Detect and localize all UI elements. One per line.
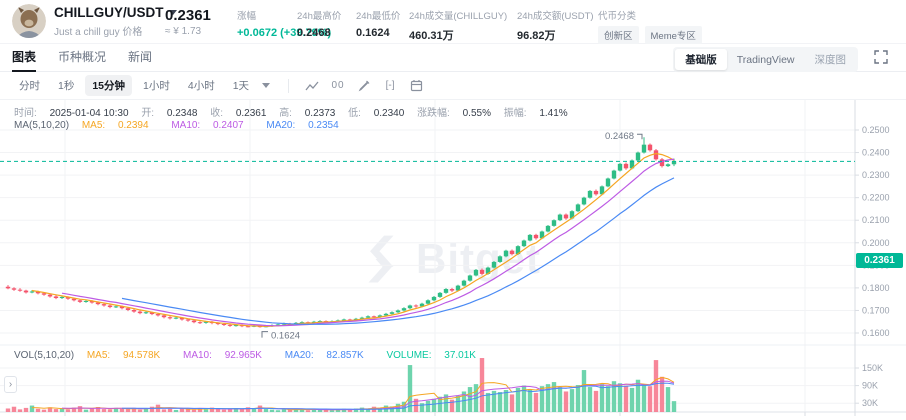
svg-text:0.1800: 0.1800: [862, 283, 890, 293]
category-tag-innovation[interactable]: 创新区: [598, 26, 639, 44]
chevron-down-icon: [168, 9, 177, 15]
pair-subtitle: Just a chill guy 价格: [54, 26, 143, 38]
interval-4h[interactable]: 4小时: [187, 80, 215, 92]
fullscreen-icon[interactable]: [874, 50, 890, 66]
token-category: 代币分类 创新区 Meme专区: [598, 8, 702, 44]
measure-icon[interactable]: [-]: [385, 80, 395, 91]
stat-change: 涨幅 +0.0672 (+39.79%): [237, 11, 332, 39]
tab-news[interactable]: 新闻: [128, 50, 153, 64]
interval-1s[interactable]: 1秒: [58, 80, 75, 92]
chart-tab-bar: 图表 币种概况 新闻 基础版 TradingView 深度图: [0, 44, 906, 72]
stat-24h-turnover: 24h成交额(USDT) 96.82万: [517, 11, 594, 42]
chart-canvas[interactable]: 0.25000.24000.23000.22000.21000.20000.19…: [0, 100, 906, 420]
svg-text:0.2000: 0.2000: [862, 238, 890, 248]
stat-24h-volume: 24h成交量(CHILLGUY) 460.31万: [409, 11, 508, 42]
interval-toolbar: 分时 1秒 15分钟 1小时 4小时 1天 00 [-]: [0, 72, 906, 100]
category-tag-meme[interactable]: Meme专区: [644, 26, 702, 44]
last-price: 0.2361: [165, 7, 211, 24]
fiat-price: ≈ ¥ 1.73: [165, 26, 202, 37]
compare-icon[interactable]: 00: [331, 80, 345, 91]
view-mode-tradingview[interactable]: TradingView: [736, 53, 795, 66]
svg-text:0.2400: 0.2400: [862, 148, 890, 158]
current-price-badge[interactable]: 0.2361: [856, 253, 903, 269]
indicator-icon[interactable]: [301, 78, 323, 94]
interval-15m[interactable]: 15分钟: [85, 75, 133, 96]
svg-text:30K: 30K: [862, 398, 878, 408]
pair-header: CHILLGUY/USDT Just a chill guy 价格 0.2361…: [0, 0, 906, 44]
svg-text:0.2300: 0.2300: [862, 170, 890, 180]
svg-text:0.1700: 0.1700: [862, 305, 890, 315]
svg-text:0.2500: 0.2500: [862, 125, 890, 135]
more-intervals-icon[interactable]: [262, 83, 271, 88]
svg-text:0.1600: 0.1600: [862, 328, 890, 338]
interval-1h[interactable]: 1小时: [143, 80, 170, 92]
svg-text:0.2100: 0.2100: [862, 215, 890, 225]
interval-1d[interactable]: 1天: [232, 80, 250, 92]
pair-selector[interactable]: CHILLGUY/USDT: [54, 5, 177, 20]
calendar-icon[interactable]: [405, 78, 427, 94]
svg-text:0.1624: 0.1624: [271, 331, 300, 342]
svg-text:0.2468: 0.2468: [605, 131, 634, 142]
svg-text:90K: 90K: [862, 381, 878, 391]
change-value: +0.0672 (+39.79%): [237, 27, 332, 39]
draw-tools-icon[interactable]: [353, 78, 375, 94]
svg-text:0.2200: 0.2200: [862, 193, 890, 203]
chart-region: Bitget 0.2500 0.2400 0.2300 0.2200 0.2100 0.2…: [0, 100, 906, 420]
stat-24h-low: 24h最低价 0.1624: [356, 11, 401, 39]
pair-title: CHILLGUY/USDT: [54, 4, 164, 20]
pane-expander[interactable]: ›: [4, 376, 17, 393]
view-mode-basic[interactable]: 基础版: [675, 49, 727, 70]
interval-time[interactable]: 分时: [19, 80, 40, 92]
stat-24h-high: 24h最高价 0.2468: [297, 11, 342, 39]
chart-view-switch: 基础版 TradingView 深度图: [673, 47, 858, 72]
tab-coin-overview[interactable]: 币种概况: [58, 50, 107, 64]
toolbar-divider: [288, 78, 290, 93]
svg-text:150K: 150K: [862, 363, 883, 373]
view-mode-depth[interactable]: 深度图: [814, 54, 847, 66]
tab-chart[interactable]: 图表: [12, 44, 37, 72]
pair-avatar: [12, 4, 46, 38]
